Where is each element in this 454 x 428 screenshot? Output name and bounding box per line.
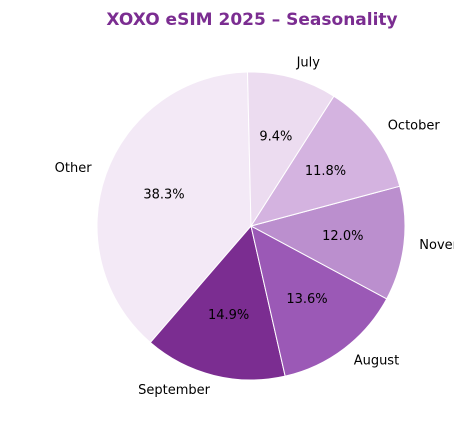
slice-label-september: September bbox=[138, 383, 211, 398]
slice-label-other: Other bbox=[55, 161, 93, 176]
slice-percent-september: 14.9% bbox=[208, 308, 249, 323]
pie-slices bbox=[96, 71, 406, 381]
slice-percent-november: 12.0% bbox=[322, 229, 363, 244]
pie-slice-july bbox=[246, 71, 335, 228]
slice-label-october: October bbox=[388, 118, 441, 133]
slice-label-november: November bbox=[419, 238, 454, 253]
pie-slice-september bbox=[149, 224, 286, 381]
pie-slice-november bbox=[249, 185, 406, 300]
pie-slice-august bbox=[250, 225, 388, 377]
slice-label-august: August bbox=[354, 353, 400, 368]
pie-labels: Other 38.3% September 14.9% August 13.6% Novem… bbox=[55, 55, 454, 398]
pie-slice-other bbox=[96, 71, 252, 344]
slice-percent-august: 13.6% bbox=[286, 292, 327, 307]
pie-slice-october bbox=[249, 95, 401, 227]
slice-percent-october: 11.8% bbox=[305, 164, 346, 179]
chart-title: XOXO eSIM 2025 – Seasonality bbox=[106, 10, 397, 30]
slice-percent-july: 9.4% bbox=[259, 130, 292, 145]
slice-percent-other: 38.3% bbox=[143, 187, 184, 202]
slice-label-july: July bbox=[296, 55, 321, 70]
